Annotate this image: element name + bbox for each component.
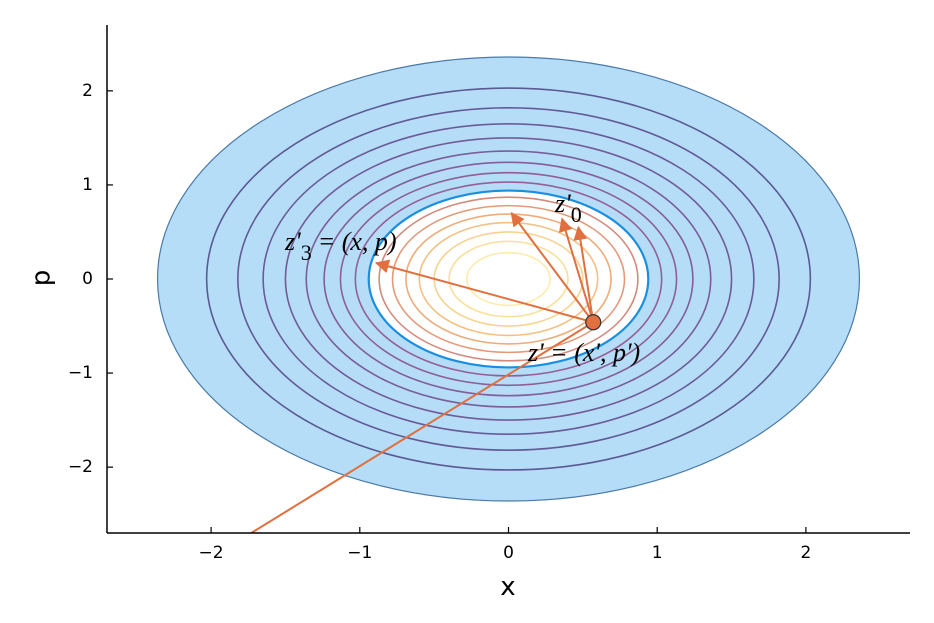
trajectory-line [250,321,594,533]
annotation-part: 0 [571,202,582,227]
contour-line [237,106,780,452]
y-tick-label: −2 [68,457,93,477]
overlay: z'3 = (x, p)z'0z' = (x', p') [284,189,640,367]
annotation: z' = (x', p') [527,338,640,367]
y-tick-label: 2 [82,81,93,101]
contour-line [466,251,551,307]
arrow [573,225,595,323]
contour-line [391,204,626,354]
annotation-part: 3 [301,240,312,265]
annotation-part: z' = (x', p') [527,338,640,367]
annotation: z'0 [554,189,582,227]
y-tick-label: 0 [82,269,93,289]
annotation: z'3 = (x, p) [284,227,397,265]
contour-line [378,196,639,362]
x-tick-label: 2 [800,543,811,563]
x-axis-label: x [500,572,515,602]
point [585,314,602,331]
x-tick-label: 1 [652,543,663,563]
annotation-part: z' [554,189,571,218]
x-tick-label: 0 [503,543,514,563]
annotation-part: z' [284,227,301,256]
arrow [374,259,594,324]
y-tick-label: −1 [68,363,93,383]
arrow [510,212,595,323]
contour-line [448,240,569,318]
x-tick-label: −2 [199,543,224,563]
plot-area [156,56,861,533]
contour-line [262,122,755,436]
contour-line [405,213,612,345]
x-tick-label: −1 [347,543,372,563]
contour-line [418,221,599,337]
y-tick-label: 1 [82,175,93,195]
annotation-part: = (x, p) [318,227,397,256]
arrow [558,217,595,323]
contour-line [339,171,678,387]
y-axis-label: p [27,270,57,287]
contour-line [205,87,812,471]
contour-line [323,161,694,397]
contour-line [284,137,733,421]
contour-line [305,150,712,408]
contour-line [354,181,663,377]
